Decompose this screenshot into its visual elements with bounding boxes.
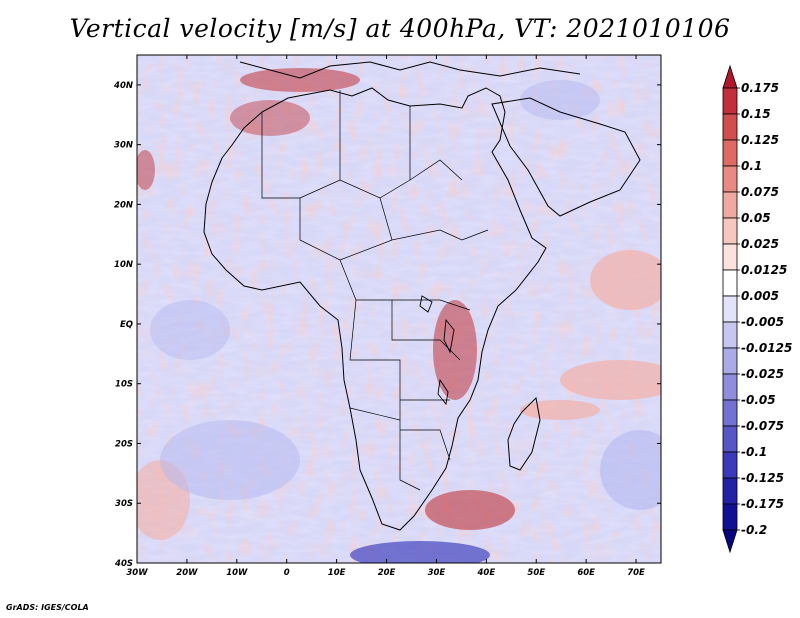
- colorbar-label: -0.05: [741, 393, 776, 407]
- lat-label: 40S: [114, 559, 133, 569]
- lon-label: 0: [284, 568, 290, 578]
- colorbar-label: -0.1: [741, 445, 767, 459]
- colorbar-box: [722, 503, 738, 531]
- colorbar-box: [722, 347, 738, 375]
- lon-label: 10W: [226, 568, 248, 578]
- colorbar-box: [722, 399, 738, 427]
- colorbar-label: 0.075: [741, 185, 779, 199]
- colorbar-box: [722, 373, 738, 401]
- lon-label: 40E: [477, 568, 496, 578]
- colorbar-box: [722, 477, 738, 505]
- velocity-patch: [230, 100, 310, 136]
- colorbar-label: -0.125: [741, 471, 784, 485]
- map-chart: 40N 30N 20N 10N EQ 10S 20S 30S 40S 30W 20W 10W 0 10E…: [113, 54, 792, 578]
- map-frame: [136, 54, 662, 564]
- colorbar-box: [722, 113, 738, 141]
- colorbar-box: [722, 217, 738, 245]
- colorbar-label: -0.0125: [741, 341, 792, 355]
- grads-credit: GrADS: IGES/COLA: [6, 603, 89, 612]
- axis-ticks: [136, 55, 661, 564]
- colorbar-bottom-arrow: [722, 529, 738, 554]
- lon-label: 20E: [378, 568, 396, 578]
- colorbar-box: [722, 451, 738, 479]
- africa-coastline: [203, 87, 547, 531]
- lat-label: 10S: [115, 380, 133, 390]
- velocity-patch: [150, 300, 230, 360]
- lat-label: 20N: [114, 200, 133, 210]
- colorbar-label: -0.005: [741, 315, 784, 329]
- colorbar-label: 0.025: [741, 237, 779, 251]
- europe-coastline: [239, 61, 581, 79]
- velocity-patch: [590, 250, 661, 310]
- velocity-patch: [600, 430, 661, 510]
- map-field: [137, 55, 661, 563]
- colorbar-box: [722, 165, 738, 193]
- colorbar-label: 0.005: [741, 289, 779, 303]
- arabia-coastline: [491, 97, 641, 217]
- lon-label: 30W: [126, 568, 148, 578]
- velocity-patch: [560, 360, 661, 400]
- colorbar-label: 0.0125: [741, 263, 787, 277]
- lat-label: 40N: [113, 81, 133, 91]
- lon-label: 20W: [176, 568, 198, 578]
- borders: [261, 90, 489, 491]
- velocity-patch: [350, 541, 490, 563]
- colorbar-label: 0.175: [741, 81, 779, 95]
- velocity-patch: [137, 150, 155, 190]
- colorbar-box: [722, 243, 738, 271]
- velocity-patch: [433, 300, 477, 400]
- lon-label: 30E: [428, 568, 446, 578]
- velocity-patch: [520, 400, 600, 420]
- lakes: [419, 295, 455, 406]
- velocity-patch: [520, 80, 600, 120]
- lat-label: EQ: [120, 320, 133, 330]
- lat-labels: 40N 30N 20N 10N EQ 10S 20S 30S 40S: [113, 81, 133, 569]
- velocity-patch: [240, 68, 360, 92]
- colorbar-box: [722, 295, 738, 323]
- colorbar-box: [722, 87, 738, 115]
- chart-title: Vertical velocity [m/s] at 400hPa, VT: 2…: [69, 14, 731, 43]
- lon-labels: 30W 20W 10W 0 10E 20E 30E 40E 50E 60E 70E: [126, 568, 645, 578]
- colorbar-label: -0.075: [741, 419, 784, 433]
- lon-label: 50E: [527, 568, 545, 578]
- colorbar-label: 0.1: [741, 159, 762, 173]
- lat-label: 10N: [114, 260, 133, 270]
- lat-label: 30N: [114, 141, 133, 151]
- velocity-patch: [160, 420, 300, 500]
- colorbar-label: -0.175: [741, 497, 784, 511]
- lon-label: 70E: [627, 568, 645, 578]
- lon-label: 10E: [328, 568, 346, 578]
- colorbar-label: -0.2: [741, 523, 767, 537]
- colorbar-box: [722, 191, 738, 219]
- colorbar-box: [722, 139, 738, 167]
- lat-label: 20S: [115, 439, 133, 449]
- velocity-patch: [425, 490, 515, 530]
- colorbar-box: [722, 321, 738, 349]
- coastlines: [203, 61, 641, 531]
- lat-label: 30S: [115, 499, 133, 509]
- colorbar-label: 0.05: [741, 211, 771, 225]
- colorbar-box: [722, 269, 738, 297]
- colorbar-label: 0.125: [741, 133, 779, 147]
- lon-label: 60E: [577, 568, 595, 578]
- colorbar-label: -0.025: [741, 367, 784, 381]
- madagascar-coastline: [507, 396, 541, 471]
- colorbar-label: 0.15: [741, 107, 771, 121]
- colorbar-top-arrow: [722, 64, 738, 89]
- colorbar-box: [722, 425, 738, 453]
- colorbar: 0.175 0.15 0.125 0.1 0.075 0.05 0.025 0.0125 0.0…: [722, 64, 792, 554]
- velocity-blobs: [137, 68, 661, 563]
